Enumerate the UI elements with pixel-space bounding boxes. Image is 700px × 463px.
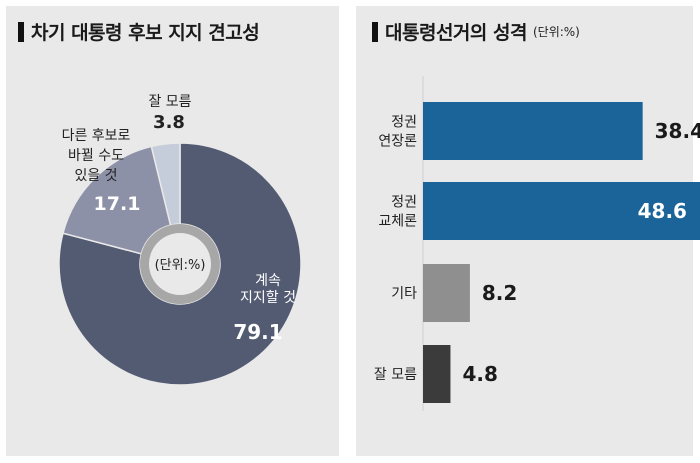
donut-panel: 차기 대통령 후보 지지 견고성 (단위:%) 계속 지지할 것 79.1 다른 후보로… [6,6,339,456]
bar-label-unknown: 잘 모름 [374,367,417,383]
donut-center-unit: (단위:%) [155,258,206,273]
bar-label-change: 교체론 [378,214,417,230]
bar-label-extend: 정권 [391,115,417,131]
donut-label-change: 바뀔 수도 [68,148,124,164]
bar-title: 대통령선거의 성격 [385,22,527,44]
bar-extend [423,102,643,160]
bar-panel: 대통령선거의 성격 (단위:%) 정권 연장론 38.4 정권 교체론 48.6 기타 8.2… [356,6,700,456]
bar-label-other: 기타 [391,286,417,302]
bar-unknown [423,345,451,403]
title-marker-icon [18,21,24,42]
bar-unit-label: (단위:%) [532,25,580,39]
donut-title: 차기 대통령 후보 지지 견고성 [31,22,260,44]
donut-value-change: 17.1 [94,193,141,215]
donut-panel-title: 차기 대통령 후보 지지 견고성 [18,18,260,45]
donut-label-unknown: 잘 모름 [148,94,191,110]
bar-label-extend: 연장론 [378,134,417,150]
donut-label-keep: 지지할 것 [240,290,296,306]
bar-other [423,264,470,322]
donut-value-unknown: 3.8 [153,112,185,133]
bar-label-change: 정권 [391,195,417,211]
bar-value-other: 8.2 [482,281,517,305]
bar-panel-title: 대통령선거의 성격 (단위:%) [372,18,580,45]
bar-value-unknown: 4.8 [462,362,497,386]
bar-value-extend: 38.4 [655,119,700,143]
bar-change [423,182,700,240]
donut-value-keep: 79.1 [233,320,282,344]
donut-label-change: 다른 후보로 [62,128,131,144]
donut-label-keep: 계속 [255,273,281,289]
bar-value-change: 48.6 [638,199,687,223]
donut-label-change: 있을 것 [74,168,117,184]
title-marker-icon [372,21,378,42]
donut-center [149,233,211,295]
